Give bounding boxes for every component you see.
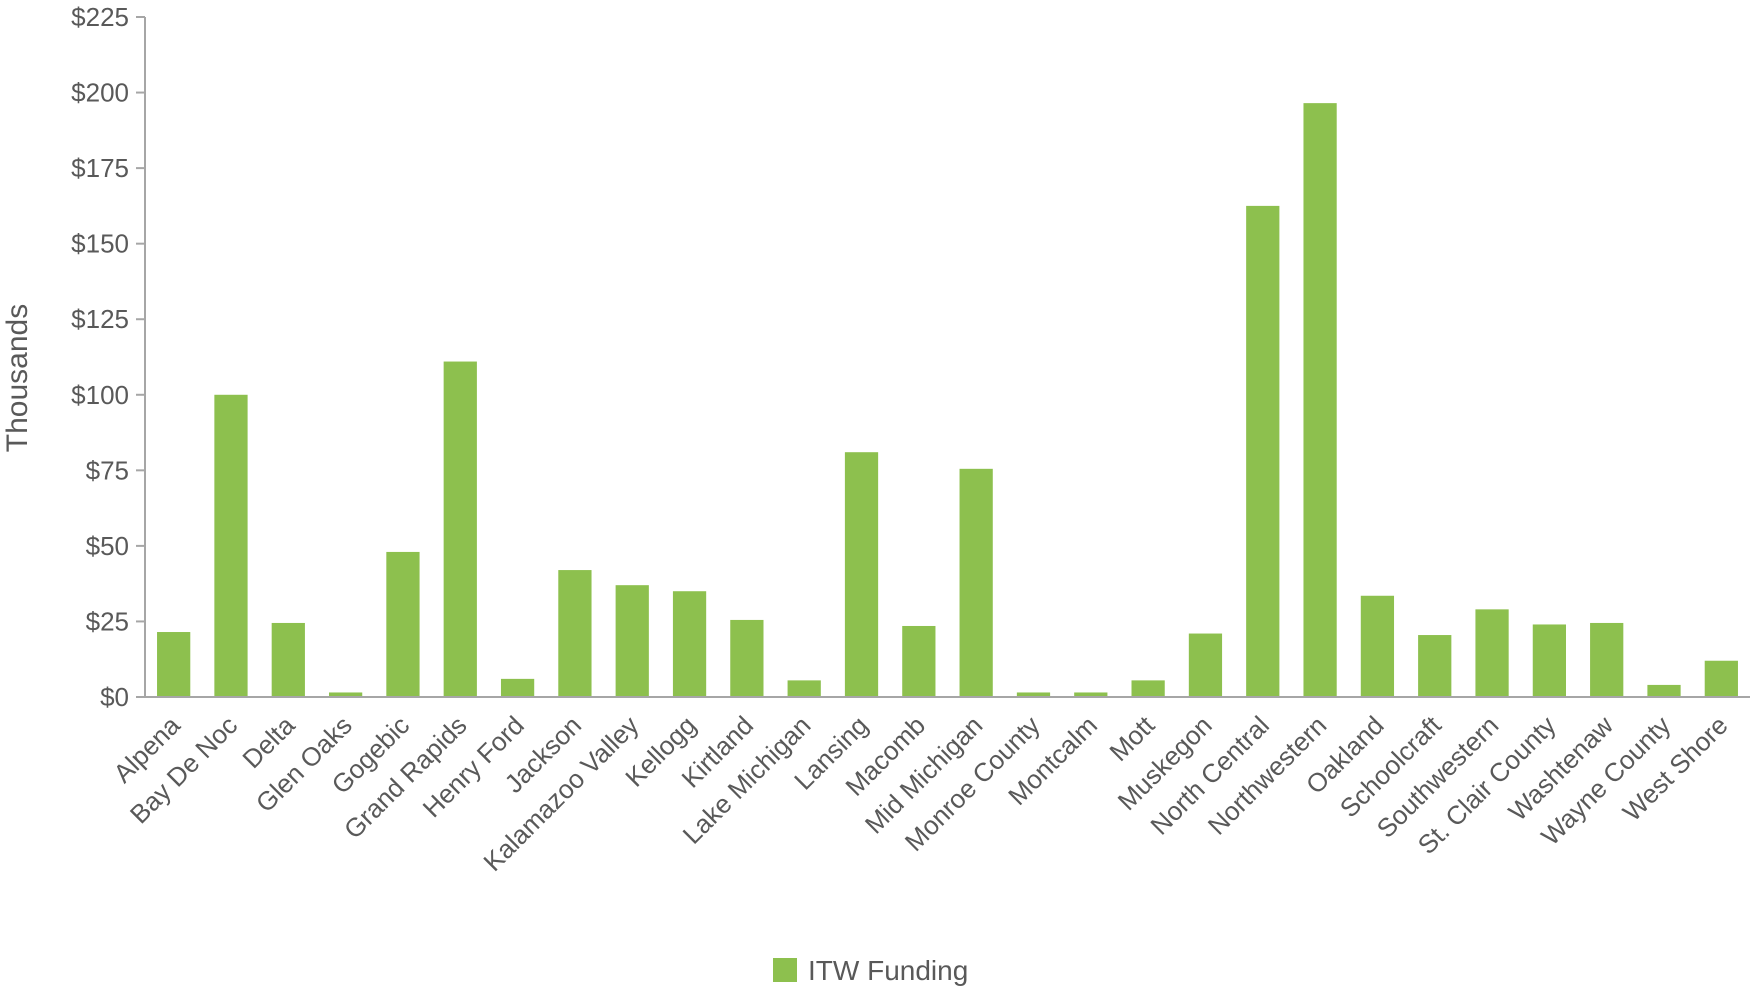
bar xyxy=(1647,684,1681,697)
y-axis-ticks: $0 $25 $50 $75 $100 $125 $150 $175 $200 $225 xyxy=(71,2,145,712)
y-tick-label: $150 xyxy=(71,229,129,259)
legend: ITW Funding xyxy=(773,955,968,986)
bar xyxy=(672,591,707,697)
bar xyxy=(730,619,764,697)
bar xyxy=(902,625,936,697)
bar xyxy=(1246,205,1280,697)
bar xyxy=(1704,660,1738,697)
bar xyxy=(443,361,477,697)
legend-swatch xyxy=(773,958,797,982)
bar xyxy=(214,394,248,697)
y-tick-label: $100 xyxy=(71,380,129,410)
bar xyxy=(959,468,993,697)
bar xyxy=(386,551,420,697)
bars xyxy=(157,103,1738,698)
y-tick-label: $0 xyxy=(100,682,129,712)
y-tick-label: $25 xyxy=(86,606,129,636)
bar xyxy=(1188,633,1223,697)
bar xyxy=(1074,692,1108,697)
y-tick-label: $175 xyxy=(71,153,129,183)
bar xyxy=(1303,103,1337,698)
bar xyxy=(329,692,363,697)
y-tick-label: $125 xyxy=(71,304,129,334)
bar xyxy=(1360,595,1395,697)
bar xyxy=(844,452,879,697)
y-tick-label: $50 xyxy=(86,531,129,561)
y-tick-label: $200 xyxy=(71,78,129,108)
bar xyxy=(787,680,821,697)
bar xyxy=(1016,692,1051,697)
bar xyxy=(1532,624,1566,697)
bar xyxy=(157,632,191,697)
bar xyxy=(1131,680,1165,697)
bar xyxy=(558,570,592,697)
bar xyxy=(1590,622,1624,697)
bar xyxy=(1475,609,1509,697)
bar xyxy=(615,585,649,697)
y-tick-label: $75 xyxy=(86,455,129,485)
y-axis-title: Thousands xyxy=(1,304,34,452)
bar xyxy=(1418,635,1452,697)
bar xyxy=(500,678,535,697)
legend-label: ITW Funding xyxy=(808,955,968,986)
bar xyxy=(271,622,305,697)
y-tick-label: $225 xyxy=(71,2,129,32)
